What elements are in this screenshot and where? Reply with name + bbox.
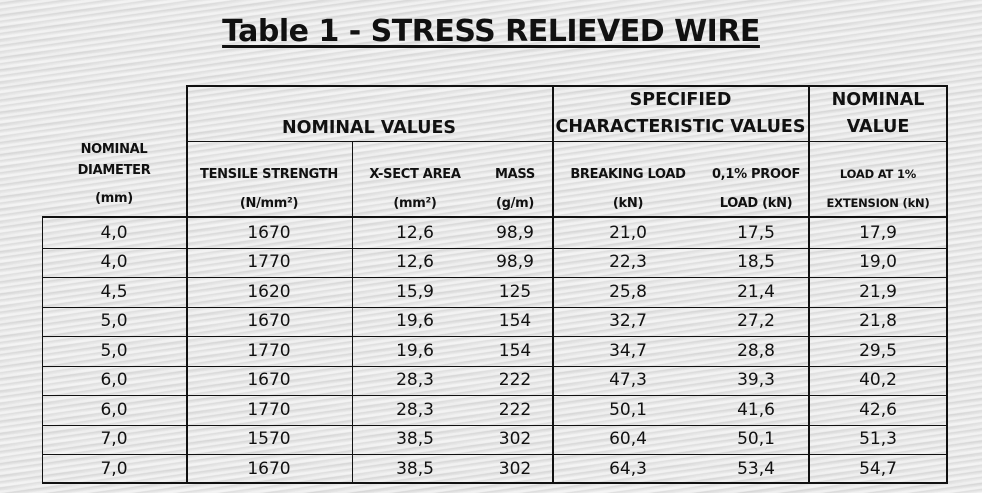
header-breaking-load: BREAKING LOAD (570, 166, 686, 182)
cell-mass: 222 (498, 370, 532, 391)
header-tensile-strength: TENSILE STRENGTH (200, 166, 338, 182)
header-proof-load-unit: LOAD (kN) (719, 195, 793, 211)
cell-breaking-load: 47,3 (609, 370, 647, 391)
header-proof-load: 0,1% PROOF (711, 166, 801, 182)
cell-load-at-1pct: 21,9 (859, 281, 897, 302)
row-divider (42, 425, 947, 426)
cell-xsect-area: 12,6 (396, 252, 434, 273)
cell-nominal-diameter: 4,5 (100, 281, 128, 302)
cell-tensile-strength: 1770 (247, 340, 291, 361)
cell-load-at-1pct: 54,7 (859, 458, 897, 479)
cell-tensile-strength: 1670 (247, 311, 291, 332)
cell-load-at-1pct: 51,3 (859, 429, 897, 450)
cell-xsect-area: 38,5 (396, 458, 434, 479)
rule (946, 85, 948, 484)
cell-mass: 98,9 (496, 222, 534, 243)
cell-tensile-strength: 1570 (247, 429, 291, 450)
cell-tensile-strength: 1770 (247, 399, 291, 420)
cell-xsect-area: 12,6 (396, 222, 434, 243)
header-mass-unit: (g/m) (496, 195, 534, 211)
cell-xsect-area: 15,9 (396, 281, 434, 302)
cell-nominal-diameter: 7,0 (100, 458, 128, 479)
rule (186, 85, 947, 87)
header-tensile-unit: (N/mm²) (239, 195, 299, 211)
header-breaking-unit: (kN) (612, 195, 644, 211)
row-divider (42, 307, 947, 308)
rule (42, 216, 947, 218)
cell-load-at-1pct: 40,2 (859, 370, 897, 391)
cell-breaking-load: 34,7 (609, 340, 647, 361)
cell-load-at-1pct: 42,6 (859, 399, 897, 420)
row-divider (42, 248, 947, 249)
page-title: Table 1 - STRESS RELIEVED WIRE (222, 14, 760, 49)
cell-proof-load: 50,1 (737, 429, 775, 450)
header-nominal-diameter: NOMINAL DIAMETER (mm) (77, 142, 151, 206)
row-divider (42, 395, 947, 396)
rule (42, 482, 947, 484)
cell-nominal-diameter: 4,0 (100, 252, 128, 273)
rule (186, 85, 188, 484)
header-specified-characteristic-values: SPECIFIED CHARACTERISTIC VALUES (555, 90, 806, 137)
cell-load-at-1pct: 29,5 (859, 340, 897, 361)
cell-load-at-1pct: 19,0 (859, 252, 897, 273)
cell-proof-load: 18,5 (737, 252, 775, 273)
cell-nominal-diameter: 5,0 (100, 340, 128, 361)
cell-mass: 154 (498, 311, 532, 332)
cell-proof-load: 28,8 (737, 340, 775, 361)
cell-load-at-1pct: 17,9 (859, 222, 897, 243)
header-xsect-unit: (mm²) (393, 195, 437, 211)
cell-mass: 125 (498, 281, 532, 302)
cell-breaking-load: 22,3 (609, 252, 647, 273)
cell-nominal-diameter: 7,0 (100, 429, 128, 450)
row-divider (42, 336, 947, 337)
cell-mass: 222 (498, 399, 532, 420)
cell-breaking-load: 32,7 (609, 311, 647, 332)
cell-xsect-area: 19,6 (396, 311, 434, 332)
cell-mass: 302 (498, 458, 532, 479)
cell-xsect-area: 28,3 (396, 399, 434, 420)
cell-breaking-load: 60,4 (609, 429, 647, 450)
rule (186, 141, 947, 142)
cell-mass: 302 (498, 429, 532, 450)
header-xsect-area: X-SECT AREA (369, 166, 461, 182)
cell-breaking-load: 64,3 (609, 458, 647, 479)
cell-mass: 98,9 (496, 252, 534, 273)
header-nominal-value: NOMINAL VALUE (831, 90, 925, 137)
cell-nominal-diameter: 5,0 (100, 311, 128, 332)
header-nominal-values: NOMINAL VALUES (281, 117, 457, 138)
cell-mass: 154 (498, 340, 532, 361)
rule (352, 141, 353, 484)
cell-xsect-area: 19,6 (396, 340, 434, 361)
cell-breaking-load: 21,0 (609, 222, 647, 243)
cell-nominal-diameter: 6,0 (100, 399, 128, 420)
row-divider (42, 277, 947, 278)
cell-xsect-area: 38,5 (396, 429, 434, 450)
rule (808, 85, 810, 484)
cell-proof-load: 39,3 (737, 370, 775, 391)
cell-proof-load: 17,5 (737, 222, 775, 243)
cell-tensile-strength: 1670 (247, 222, 291, 243)
cell-proof-load: 21,4 (737, 281, 775, 302)
cell-nominal-diameter: 4,0 (100, 222, 128, 243)
cell-breaking-load: 25,8 (609, 281, 647, 302)
cell-tensile-strength: 1670 (247, 370, 291, 391)
cell-load-at-1pct: 21,8 (859, 311, 897, 332)
cell-tensile-strength: 1620 (247, 281, 291, 302)
rule (552, 85, 554, 484)
header-mass: MASS (495, 166, 535, 182)
cell-proof-load: 53,4 (737, 458, 775, 479)
cell-nominal-diameter: 6,0 (100, 370, 128, 391)
cell-proof-load: 27,2 (737, 311, 775, 332)
header-load-at-1pct: LOAD AT 1% (839, 167, 917, 181)
cell-breaking-load: 50,1 (609, 399, 647, 420)
header-load-at-1pct-unit: EXTENSION (kN) (826, 196, 930, 210)
row-divider (42, 366, 947, 367)
cell-tensile-strength: 1770 (247, 252, 291, 273)
row-divider (42, 454, 947, 455)
rule (42, 216, 43, 484)
cell-proof-load: 41,6 (737, 399, 775, 420)
cell-xsect-area: 28,3 (396, 370, 434, 391)
cell-tensile-strength: 1670 (247, 458, 291, 479)
